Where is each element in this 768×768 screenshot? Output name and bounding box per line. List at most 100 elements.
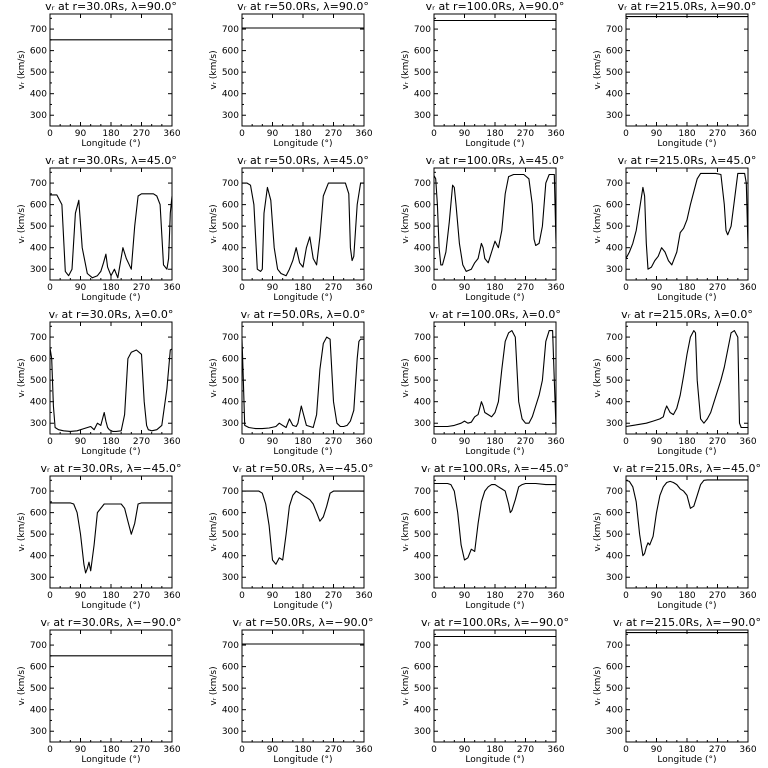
y-tick-label: 300 bbox=[606, 265, 623, 275]
y-tick-label: 300 bbox=[414, 111, 431, 121]
plot-frame bbox=[49, 13, 173, 127]
y-tick-label: 400 bbox=[606, 90, 623, 100]
plot-frame bbox=[241, 629, 365, 743]
y-tick-label: 400 bbox=[414, 90, 431, 100]
x-tick-label: 0 bbox=[239, 745, 245, 755]
y-tick-label: 300 bbox=[30, 727, 47, 737]
y-tick-label: 400 bbox=[222, 398, 239, 408]
y-tick-label: 700 bbox=[30, 333, 47, 343]
y-tick-label: 400 bbox=[222, 90, 239, 100]
x-tick-label: 360 bbox=[547, 437, 564, 447]
x-tick-label: 360 bbox=[163, 129, 180, 139]
y-tick-label: 700 bbox=[222, 641, 239, 651]
x-axis-label: Longitude (°) bbox=[657, 447, 716, 457]
x-tick-label: 270 bbox=[517, 129, 534, 139]
plot-frame bbox=[241, 321, 365, 435]
y-tick-label: 400 bbox=[30, 398, 47, 408]
x-tick-label: 270 bbox=[325, 129, 342, 139]
y-tick-label: 500 bbox=[606, 530, 623, 540]
y-tick-label: 500 bbox=[606, 376, 623, 386]
y-tick-label: 600 bbox=[606, 355, 623, 365]
x-tick-label: 180 bbox=[102, 437, 119, 447]
y-tick-label: 600 bbox=[414, 47, 431, 57]
x-axis-label: Longitude (°) bbox=[273, 755, 332, 765]
panel-title: vᵣ at r=30.0Rs, λ=−45.0° bbox=[41, 462, 182, 475]
panel-title: vᵣ at r=100.0Rs, λ=−45.0° bbox=[421, 462, 569, 475]
plot-frame bbox=[625, 629, 749, 743]
x-tick-label: 360 bbox=[739, 591, 756, 601]
x-tick-label: 360 bbox=[739, 283, 756, 293]
y-tick-label: 500 bbox=[606, 222, 623, 232]
series-line-1 bbox=[50, 193, 173, 279]
x-tick-label: 90 bbox=[75, 283, 87, 293]
y-tick-label: 600 bbox=[606, 509, 623, 519]
x-tick-label: 90 bbox=[459, 591, 471, 601]
x-tick-label: 360 bbox=[163, 745, 180, 755]
y-axis-label: vᵣ (km/s) bbox=[593, 512, 603, 551]
y-tick-label: 700 bbox=[30, 641, 47, 651]
x-tick-label: 180 bbox=[678, 129, 695, 139]
x-tick-label: 270 bbox=[133, 283, 150, 293]
x-axis-label: Longitude (°) bbox=[465, 293, 524, 303]
x-tick-label: 180 bbox=[486, 591, 503, 601]
x-axis-label: Longitude (°) bbox=[81, 139, 140, 149]
panel-title: vᵣ at r=215.0Rs, λ=45.0° bbox=[618, 154, 757, 167]
x-tick-label: 360 bbox=[547, 283, 564, 293]
y-tick-label: 600 bbox=[30, 355, 47, 365]
y-tick-label: 400 bbox=[606, 244, 623, 254]
x-tick-label: 360 bbox=[547, 591, 564, 601]
y-tick-label: 400 bbox=[30, 706, 47, 716]
x-tick-label: 180 bbox=[294, 591, 311, 601]
y-axis-label: vᵣ (km/s) bbox=[593, 50, 603, 89]
y-tick-label: 400 bbox=[414, 398, 431, 408]
y-tick-label: 300 bbox=[606, 727, 623, 737]
plot-frame bbox=[241, 475, 365, 589]
x-tick-label: 360 bbox=[355, 129, 372, 139]
y-tick-label: 600 bbox=[222, 47, 239, 57]
series-line-1 bbox=[434, 482, 556, 561]
panel-title: vᵣ at r=50.0Rs, λ=90.0° bbox=[237, 0, 369, 13]
x-tick-label: 180 bbox=[294, 745, 311, 755]
x-tick-label: 180 bbox=[102, 283, 119, 293]
x-tick-label: 0 bbox=[623, 591, 629, 601]
y-tick-label: 500 bbox=[222, 684, 239, 694]
y-tick-label: 400 bbox=[606, 706, 623, 716]
series-line-1 bbox=[625, 479, 748, 557]
y-tick-label: 500 bbox=[606, 68, 623, 78]
panel-8: vᵣ at r=215.0Rs, λ=45.0° 0 90 180 270 360 300 4… bbox=[593, 154, 757, 303]
y-tick-label: 500 bbox=[30, 222, 47, 232]
y-axis-label: vᵣ (km/s) bbox=[17, 512, 27, 551]
panel-title: vᵣ at r=215.0Rs, λ=−90.0° bbox=[613, 616, 761, 629]
x-tick-label: 90 bbox=[651, 745, 663, 755]
x-tick-label: 180 bbox=[678, 745, 695, 755]
x-axis-label: Longitude (°) bbox=[657, 755, 716, 765]
y-tick-label: 300 bbox=[30, 419, 47, 429]
y-axis-label: vᵣ (km/s) bbox=[593, 204, 603, 243]
y-tick-label: 600 bbox=[414, 355, 431, 365]
x-tick-label: 0 bbox=[239, 437, 245, 447]
panel-14: vᵣ at r=50.0Rs, λ=−45.0° 0 90 180 270 360 300 4… bbox=[209, 462, 373, 611]
x-tick-label: 180 bbox=[294, 129, 311, 139]
panel-18: vᵣ at r=50.0Rs, λ=−90.0° 0 90 180 270 360 300 4… bbox=[209, 616, 373, 765]
y-tick-label: 500 bbox=[414, 376, 431, 386]
panel-6: vᵣ at r=50.0Rs, λ=45.0° 0 90 180 270 360 300 40… bbox=[209, 154, 373, 303]
x-tick-label: 0 bbox=[47, 591, 53, 601]
panel-12: vᵣ at r=215.0Rs, λ=0.0° 0 90 180 270 360 300 40… bbox=[593, 308, 757, 457]
y-tick-label: 400 bbox=[414, 552, 431, 562]
plot-frame bbox=[49, 475, 173, 589]
y-tick-label: 500 bbox=[414, 530, 431, 540]
x-tick-label: 180 bbox=[486, 129, 503, 139]
y-tick-label: 600 bbox=[30, 663, 47, 673]
y-tick-label: 700 bbox=[222, 25, 239, 35]
y-tick-label: 300 bbox=[30, 573, 47, 583]
panel-title: vᵣ at r=100.0Rs, λ=−90.0° bbox=[421, 616, 569, 629]
x-tick-label: 360 bbox=[355, 437, 372, 447]
x-tick-label: 360 bbox=[547, 129, 564, 139]
y-axis-label: vᵣ (km/s) bbox=[209, 204, 219, 243]
x-tick-label: 180 bbox=[486, 437, 503, 447]
y-tick-label: 700 bbox=[414, 25, 431, 35]
x-tick-label: 180 bbox=[678, 283, 695, 293]
y-tick-label: 400 bbox=[30, 552, 47, 562]
x-tick-label: 90 bbox=[267, 437, 279, 447]
